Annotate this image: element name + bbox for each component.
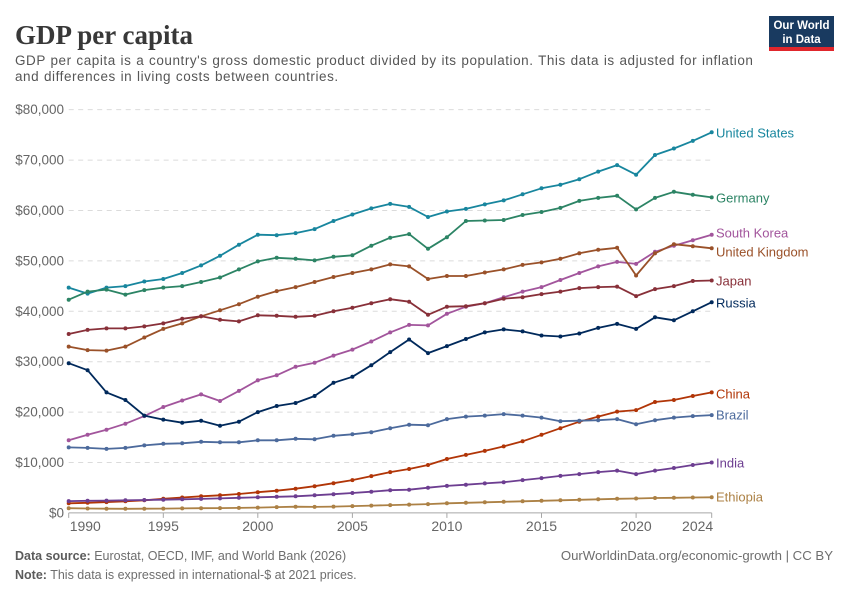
svg-text:$50,000: $50,000 xyxy=(15,253,64,268)
svg-text:Japan: Japan xyxy=(716,274,751,289)
svg-text:Brazil: Brazil xyxy=(716,408,749,423)
svg-text:2015: 2015 xyxy=(526,518,557,534)
svg-text:2024: 2024 xyxy=(682,518,713,534)
svg-text:South Korea: South Korea xyxy=(716,226,789,241)
svg-text:$30,000: $30,000 xyxy=(15,354,64,369)
svg-text:India: India xyxy=(716,456,745,471)
svg-text:2000: 2000 xyxy=(242,518,273,534)
svg-text:China: China xyxy=(716,387,751,402)
svg-text:$70,000: $70,000 xyxy=(15,153,64,168)
svg-text:2005: 2005 xyxy=(337,518,368,534)
svg-text:$60,000: $60,000 xyxy=(15,203,64,218)
svg-text:Germany: Germany xyxy=(716,191,770,206)
svg-text:Ethiopia: Ethiopia xyxy=(716,490,764,505)
svg-text:United States: United States xyxy=(716,126,795,141)
svg-text:$0: $0 xyxy=(49,505,64,520)
svg-text:$40,000: $40,000 xyxy=(15,304,64,319)
svg-text:$10,000: $10,000 xyxy=(15,455,64,470)
svg-text:2020: 2020 xyxy=(621,518,652,534)
svg-text:United Kingdom: United Kingdom xyxy=(716,245,809,260)
svg-text:1995: 1995 xyxy=(148,518,179,534)
svg-text:1990: 1990 xyxy=(70,518,101,534)
svg-text:Russia: Russia xyxy=(716,296,757,311)
svg-text:$80,000: $80,000 xyxy=(15,102,64,117)
svg-text:2010: 2010 xyxy=(431,518,462,534)
svg-text:$20,000: $20,000 xyxy=(15,405,64,420)
